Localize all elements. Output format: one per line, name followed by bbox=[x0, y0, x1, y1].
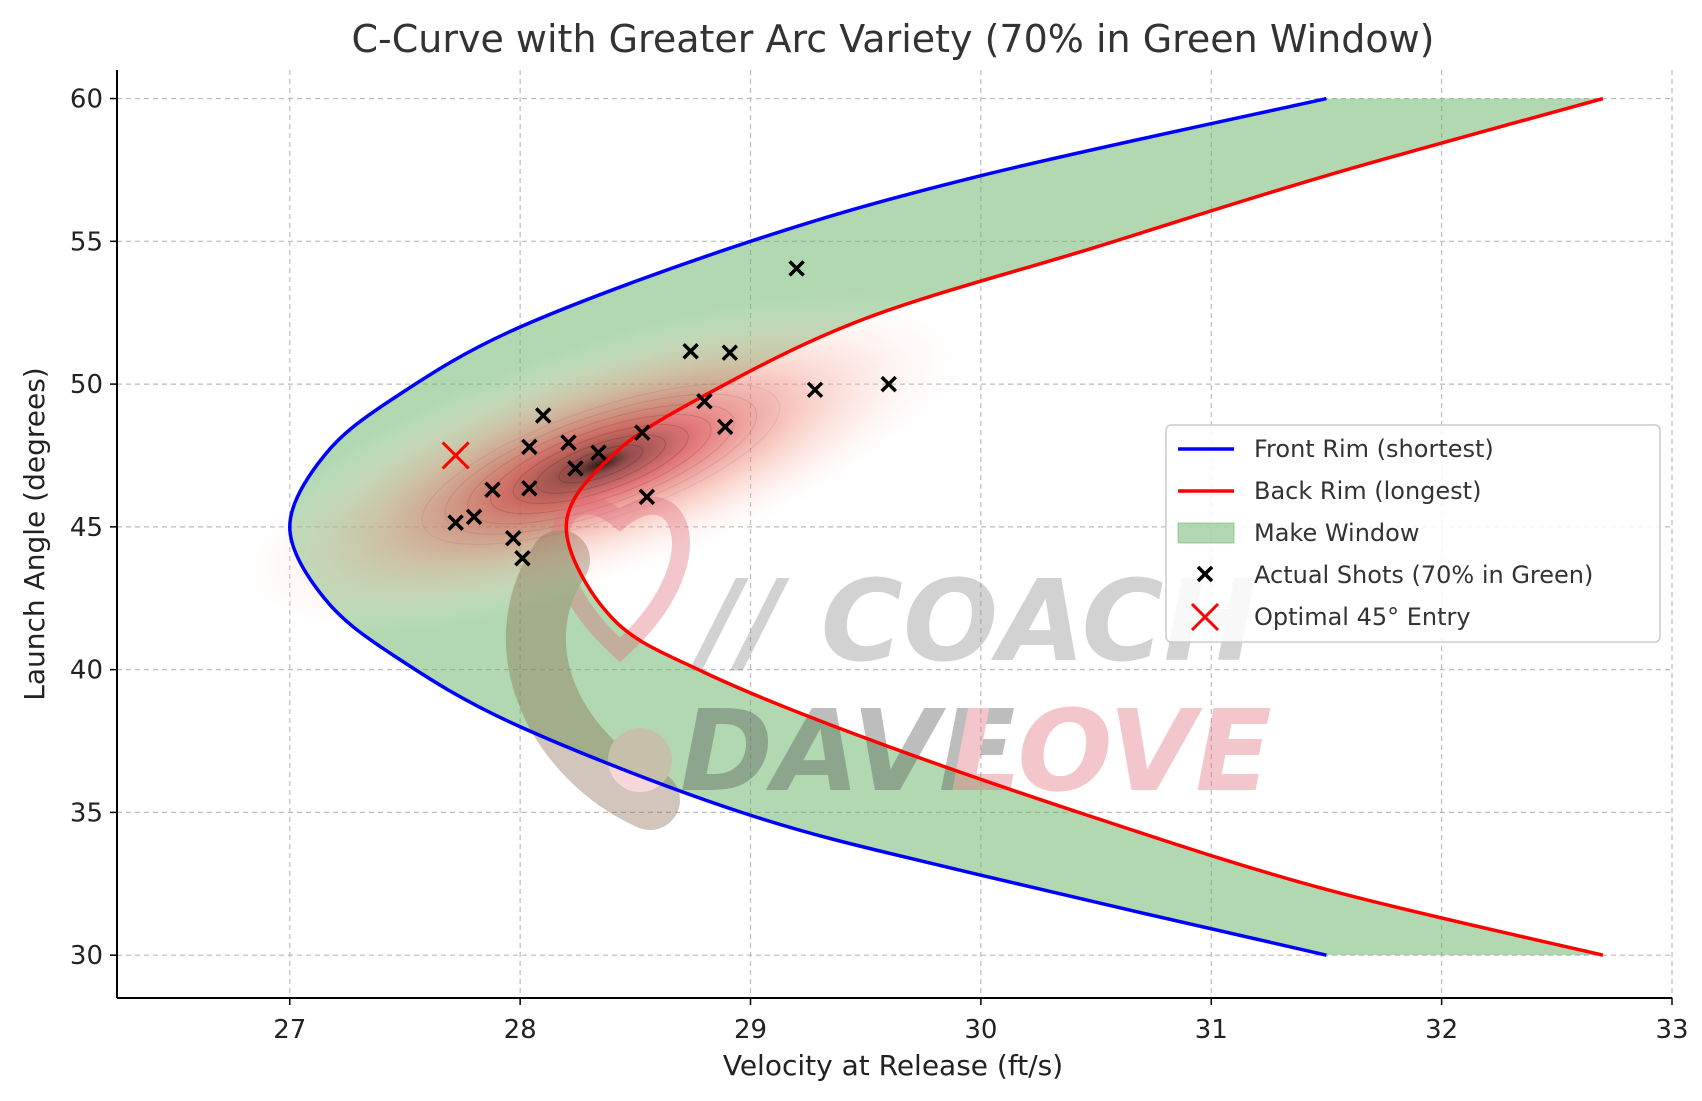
shot-marker bbox=[696, 392, 713, 410]
legend-make-window-label: Make Window bbox=[1254, 519, 1419, 547]
axes bbox=[110, 70, 1673, 1005]
x-axis-label: Velocity at Release (ft/s) bbox=[723, 1049, 1063, 1082]
watermark-dave: DAVE bbox=[680, 687, 1015, 817]
shot-marker bbox=[716, 418, 734, 436]
legend-make-window-swatch bbox=[1177, 522, 1235, 544]
shot-marker bbox=[534, 407, 552, 424]
density-contour-ring bbox=[421, 383, 780, 545]
y-tick-label: 30 bbox=[70, 941, 103, 971]
legend-shots-label: Actual Shots (70% in Green) bbox=[1254, 561, 1593, 589]
legend-box bbox=[1165, 424, 1661, 643]
shot-marker bbox=[504, 530, 522, 547]
y-tick-label: 55 bbox=[70, 227, 103, 257]
shot-marker bbox=[521, 480, 538, 497]
front-rim-curve bbox=[288, 96, 1327, 957]
shot-marker bbox=[521, 438, 538, 456]
legend-shots-marker-icon bbox=[1196, 565, 1214, 583]
back-rim-curve bbox=[564, 96, 1604, 957]
shot-density-cloud bbox=[220, 291, 981, 637]
optimal-entry-marker bbox=[441, 441, 470, 470]
shot-marker bbox=[788, 260, 805, 277]
legend-optimal-label: Optimal 45° Entry bbox=[1254, 603, 1471, 631]
shot-marker bbox=[638, 488, 656, 506]
legend-front-rim-label: Front Rim (shortest) bbox=[1254, 435, 1494, 463]
shot-marker bbox=[514, 550, 531, 567]
shot-marker bbox=[465, 508, 483, 526]
shot-marker bbox=[484, 481, 501, 498]
shot-marker bbox=[567, 460, 584, 477]
y-axis-label: Launch Angle (degrees) bbox=[18, 367, 51, 700]
swoosh-logo-icon bbox=[505, 530, 680, 830]
density-contour-ring bbox=[512, 424, 689, 504]
watermark-line1: // COACH bbox=[689, 557, 1257, 687]
y-tick-label: 45 bbox=[70, 513, 103, 543]
density-contour-ring bbox=[490, 413, 712, 515]
shot-marker bbox=[880, 375, 897, 393]
basketball-logo-icon bbox=[608, 728, 672, 792]
make-window-fill bbox=[289, 98, 1603, 956]
coach-dave-love-watermark: // COACH DAVE LOVE bbox=[505, 496, 1272, 830]
x-tick-label: 29 bbox=[734, 1015, 767, 1045]
tick-labels: 27 28 29 30 31 32 33 30 35 40 45 50 55 60 bbox=[70, 85, 1689, 1045]
x-tick-label: 27 bbox=[273, 1015, 306, 1045]
watermark-love: LOVE bbox=[950, 687, 1272, 817]
legend-back-rim-label: Back Rim (longest) bbox=[1254, 477, 1481, 505]
density-contour-ring bbox=[535, 434, 666, 494]
x-tick-label: 31 bbox=[1195, 1015, 1228, 1045]
optimal-entry bbox=[441, 441, 470, 470]
shot-marker bbox=[447, 514, 464, 531]
legend: Front Rim (shortest) Back Rim (longest) … bbox=[1165, 424, 1661, 643]
shot-marker bbox=[806, 381, 824, 399]
actual-shots bbox=[447, 260, 897, 567]
legend-optimal-marker-icon bbox=[1190, 602, 1220, 632]
x-tick-label: 28 bbox=[504, 1015, 537, 1045]
x-tick-label: 32 bbox=[1425, 1015, 1458, 1045]
chart-title: C-Curve with Greater Arc Variety (70% in… bbox=[351, 17, 1434, 61]
density-contour-ring bbox=[444, 393, 758, 535]
shot-marker bbox=[590, 444, 607, 461]
x-tick-label: 30 bbox=[964, 1015, 997, 1045]
y-tick-label: 60 bbox=[70, 85, 103, 115]
shot-marker bbox=[560, 434, 577, 451]
y-tick-label: 35 bbox=[70, 798, 103, 828]
density-contours bbox=[421, 383, 780, 545]
y-tick-label: 50 bbox=[70, 370, 103, 400]
shot-marker bbox=[721, 344, 739, 361]
shot-marker bbox=[682, 343, 699, 360]
y-tick-label: 40 bbox=[70, 656, 103, 686]
heart-logo-icon bbox=[550, 496, 690, 663]
shot-marker bbox=[634, 424, 651, 441]
x-tick-label: 33 bbox=[1655, 1015, 1688, 1045]
